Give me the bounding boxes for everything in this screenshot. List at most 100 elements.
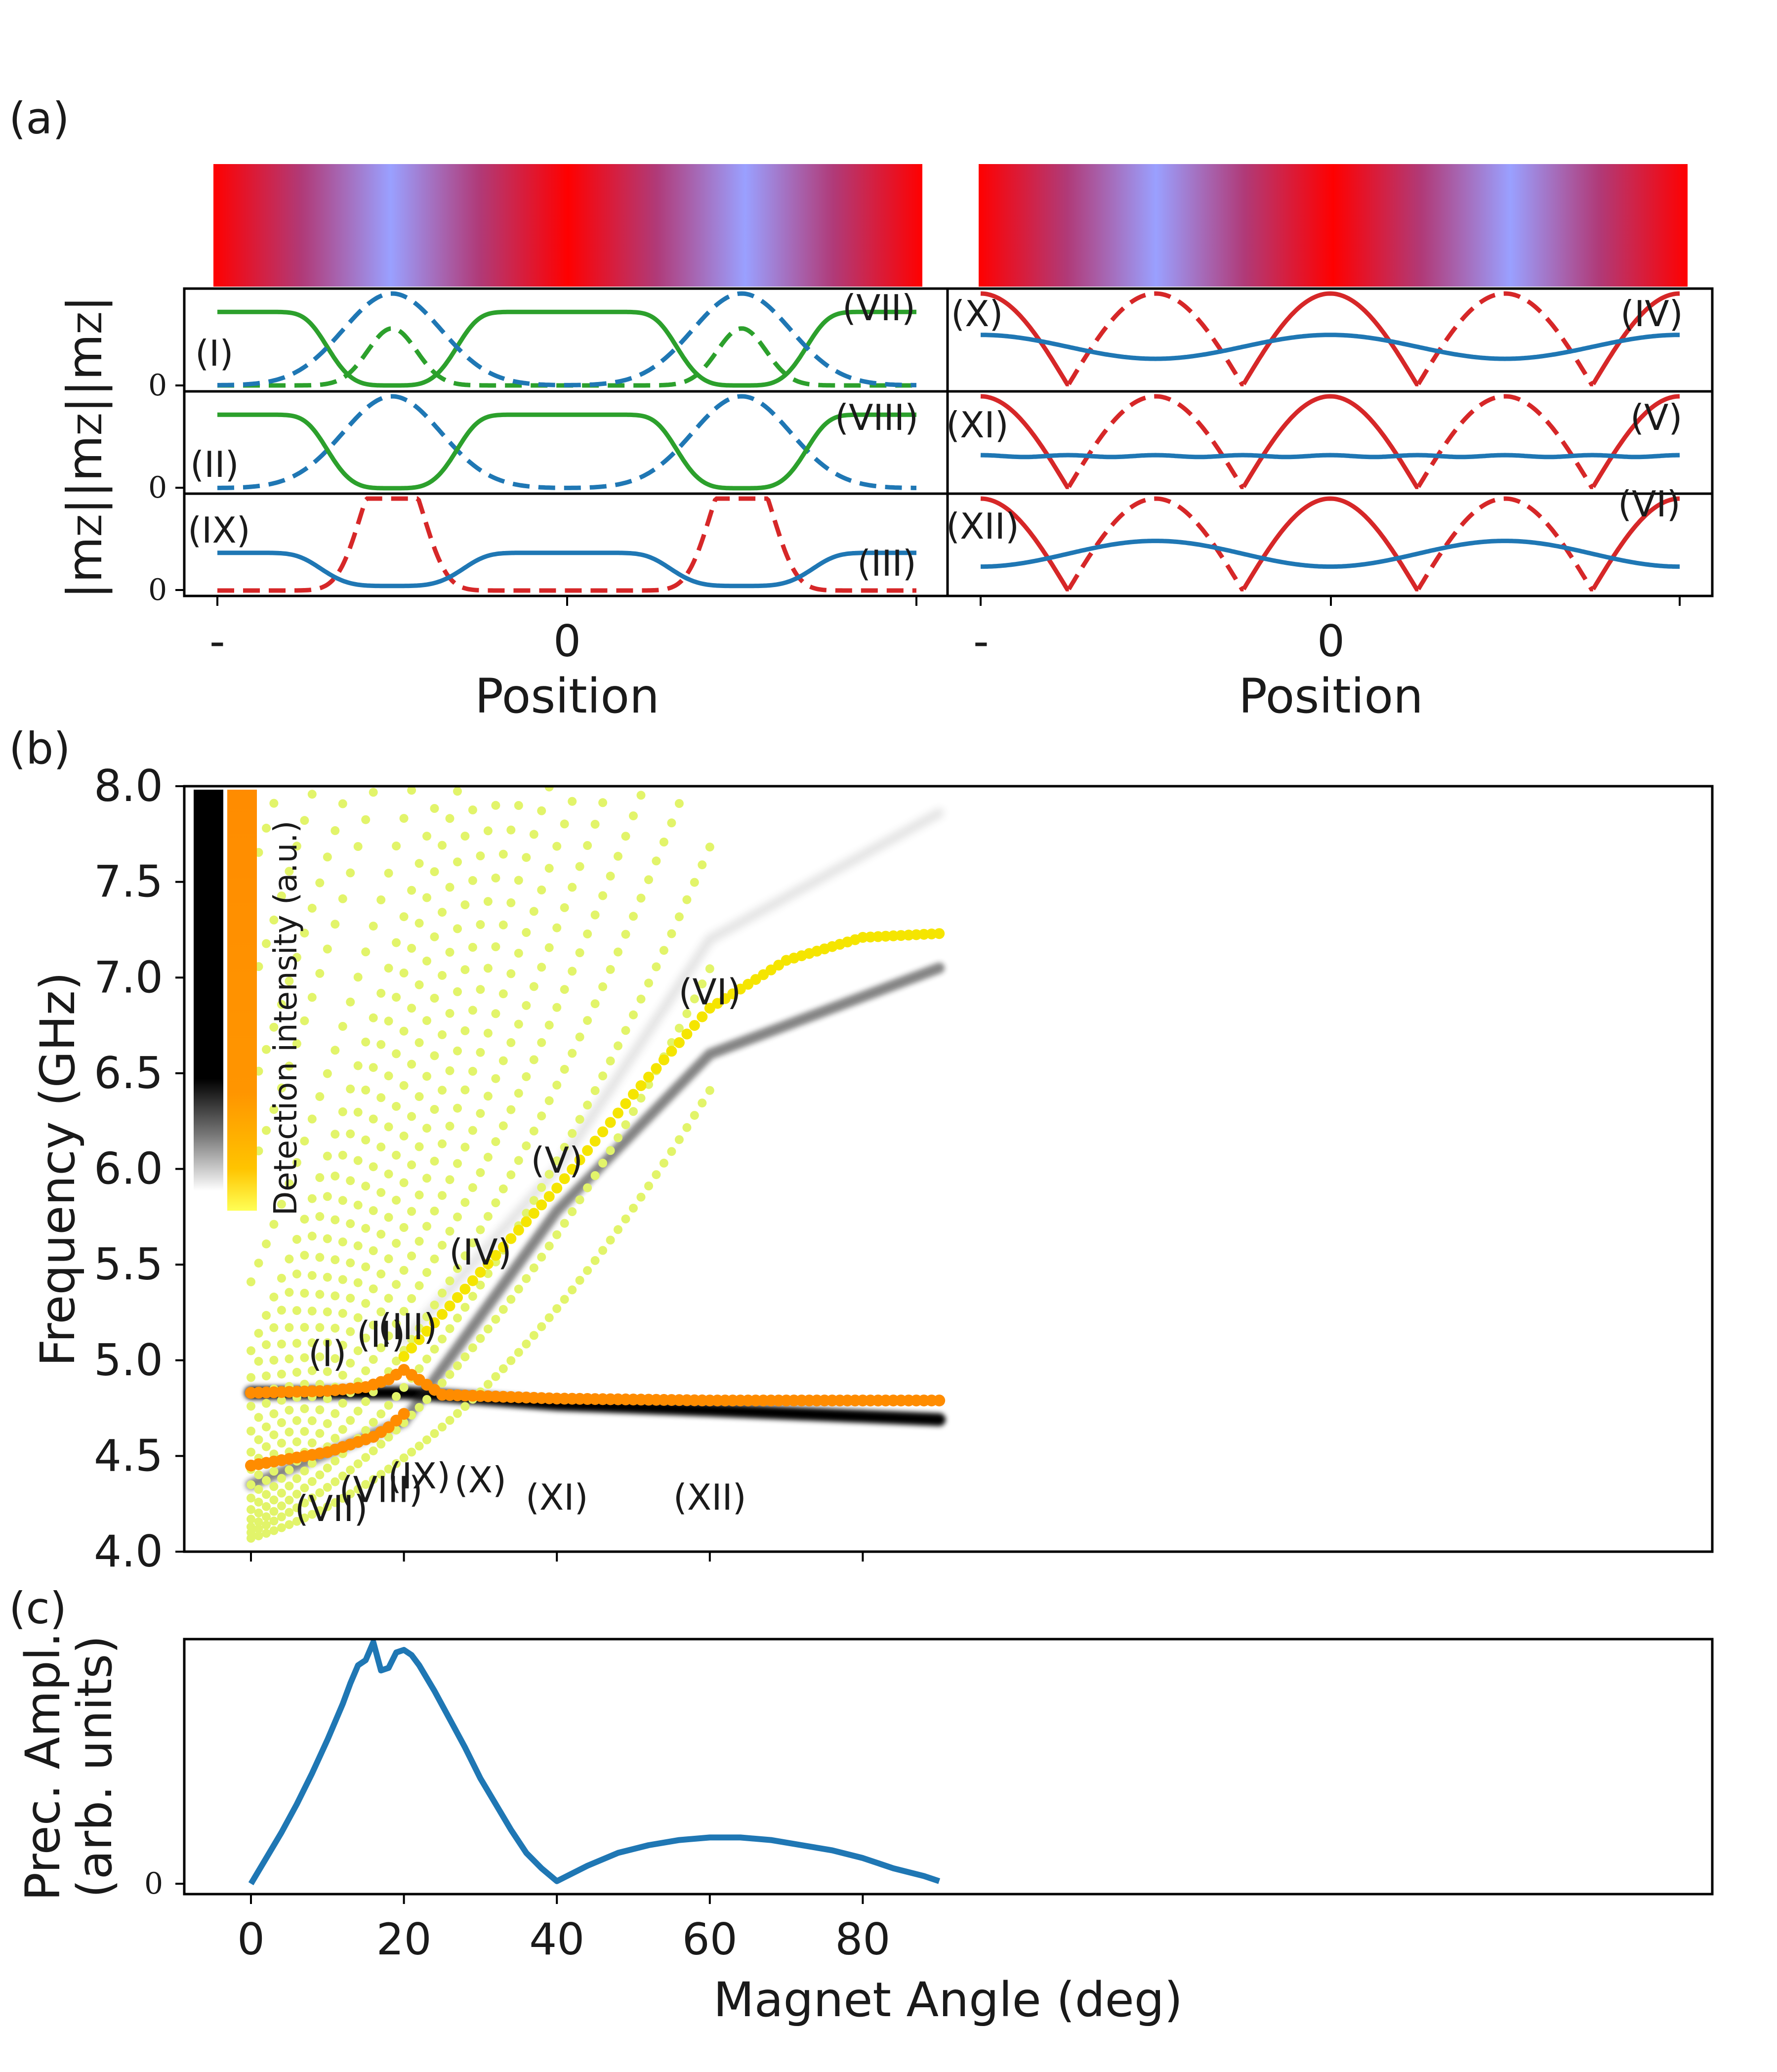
sim-dot-lime bbox=[590, 1256, 600, 1265]
sim-dot-lime bbox=[560, 903, 569, 912]
sim-dot-yellow bbox=[398, 1351, 410, 1362]
sim-dot-lime bbox=[331, 1046, 340, 1055]
profile-(V)-red-solid bbox=[980, 394, 1680, 489]
sim-dot-lime bbox=[522, 1209, 531, 1218]
sim-dot-lime bbox=[307, 1459, 317, 1468]
sim-dot-lime bbox=[247, 1447, 255, 1457]
sim-dot-lime bbox=[292, 1503, 301, 1513]
sim-dot-lime bbox=[247, 1480, 255, 1489]
sim-dot-lime bbox=[476, 1334, 485, 1343]
colorbar-black bbox=[194, 790, 223, 1191]
sim-dot-yellow bbox=[482, 1258, 494, 1269]
y-tick-label: 6.0 bbox=[94, 1143, 163, 1194]
mode-label-b-(V): (V) bbox=[531, 1140, 582, 1181]
sim-dot-yellow bbox=[643, 1071, 654, 1083]
mode-label-(VII): (VII) bbox=[842, 287, 915, 329]
sim-dot-lime bbox=[369, 788, 378, 797]
sim-dot-lime bbox=[430, 1254, 439, 1264]
sim-dot-lime bbox=[247, 1522, 255, 1531]
sim-dot-lime bbox=[300, 1498, 309, 1508]
sim-dot-lime bbox=[361, 947, 371, 957]
sim-dot-lime bbox=[491, 873, 500, 883]
mode-label-(XI): (XI) bbox=[946, 404, 1009, 446]
sim-dot-lime bbox=[307, 1477, 317, 1486]
sim-dot-lime bbox=[445, 1009, 455, 1018]
sim-dot-lime bbox=[636, 1192, 646, 1202]
sim-dot-lime bbox=[269, 1495, 279, 1505]
mode-label-b-(X): (X) bbox=[455, 1459, 507, 1501]
sim-dot-lime bbox=[262, 1371, 271, 1381]
sim-dot-lime bbox=[460, 965, 470, 974]
sim-dot-lime bbox=[292, 1269, 301, 1279]
sim-dot-lime bbox=[445, 1370, 455, 1379]
sim-dot-lime bbox=[636, 893, 646, 903]
sim-dot-lime bbox=[544, 864, 554, 873]
sim-dot-lime bbox=[659, 838, 668, 846]
y-ticks-b: 4.0 4.5 5.0 5.5 6.0 6.5 7.0 7.5 8.0 bbox=[94, 761, 184, 1577]
sim-dot-lime bbox=[445, 1226, 455, 1236]
sim-dot-lime bbox=[285, 976, 294, 986]
sim-dot-lime bbox=[422, 1222, 431, 1231]
mode-label-b-(XII): (XII) bbox=[673, 1477, 746, 1518]
sim-dot-yellow bbox=[589, 1136, 601, 1147]
profile-(XI)-blue-solid bbox=[980, 453, 1680, 460]
sim-dot-lime bbox=[636, 791, 646, 800]
sim-dot-lime bbox=[369, 1446, 378, 1456]
sim-dot-lime bbox=[315, 1470, 325, 1480]
sim-dot-yellow bbox=[651, 1063, 662, 1074]
sim-dot-lime bbox=[698, 979, 707, 989]
sim-dot-lime bbox=[407, 1294, 416, 1303]
sim-dot-lime bbox=[307, 1271, 317, 1280]
y-tick-label: 5.0 bbox=[94, 1335, 163, 1386]
sim-dot-lime bbox=[361, 1224, 371, 1233]
sim-dot-lime bbox=[430, 1156, 439, 1166]
sim-dot-lime bbox=[544, 786, 554, 792]
sim-dot-lime bbox=[384, 1400, 393, 1410]
sim-dot-lime bbox=[537, 1038, 546, 1047]
sim-dot-lime bbox=[315, 1506, 325, 1515]
sim-dot-lime bbox=[277, 891, 286, 901]
sim-dot-lime bbox=[430, 932, 439, 941]
sim-dot-lime bbox=[353, 973, 363, 982]
sim-dot-lime bbox=[453, 1409, 462, 1418]
sim-dot-lime bbox=[323, 852, 332, 862]
sim-dot-lime bbox=[277, 1501, 286, 1511]
sim-dot-lime bbox=[361, 1426, 371, 1435]
sim-dot-lime bbox=[690, 1111, 699, 1120]
sim-dot-lime bbox=[254, 1413, 263, 1422]
sim-dot-lime bbox=[590, 910, 600, 920]
sim-dot-lime bbox=[491, 1009, 500, 1018]
sim-dot-lime bbox=[331, 1215, 340, 1225]
profile-(X)-blue-solid bbox=[981, 333, 1680, 361]
sim-dot-lime bbox=[614, 1225, 622, 1234]
sim-dot-lime bbox=[445, 1066, 455, 1075]
sim-dot-lime bbox=[384, 1213, 393, 1222]
sim-dot-lime bbox=[453, 987, 462, 996]
magnetization-stripe-right bbox=[979, 164, 1688, 287]
sim-dot-lime bbox=[552, 1003, 562, 1012]
sim-dot-lime bbox=[483, 1152, 493, 1162]
sim-dot-lime bbox=[422, 1124, 431, 1133]
sim-dot-lime bbox=[292, 842, 301, 851]
sim-dot-lime bbox=[247, 1346, 255, 1355]
panel-b: Detection intensity (a.u.) (I) (II)(III) (… bbox=[30, 761, 1714, 1577]
sim-dot-lime bbox=[307, 1493, 317, 1503]
sim-dot-lime bbox=[414, 1038, 424, 1047]
profile-(V)-red-dashed bbox=[1067, 394, 1594, 489]
intensity-band-3 bbox=[399, 808, 944, 1346]
sim-dot-lime bbox=[460, 1352, 470, 1361]
sim-dot-lime bbox=[430, 1105, 439, 1114]
sim-dot-lime bbox=[590, 1171, 600, 1180]
sim-dot-yellow bbox=[666, 1046, 677, 1057]
sim-dot-lime bbox=[407, 1251, 416, 1261]
sim-dot-lime bbox=[384, 1071, 393, 1081]
sim-dot-lime bbox=[445, 814, 455, 823]
sim-dot-lime bbox=[392, 1239, 401, 1248]
sim-dot-lime bbox=[346, 1465, 355, 1475]
sim-dot-lime bbox=[438, 1030, 447, 1039]
sim-dot-lime bbox=[460, 1402, 470, 1411]
sim-dot-lime bbox=[544, 1313, 554, 1322]
sim-dot-lime bbox=[262, 1502, 271, 1511]
panel-a-y-labels: |mZ||mZ||mZ| bbox=[57, 296, 113, 598]
sim-dot-lime bbox=[606, 1146, 615, 1155]
